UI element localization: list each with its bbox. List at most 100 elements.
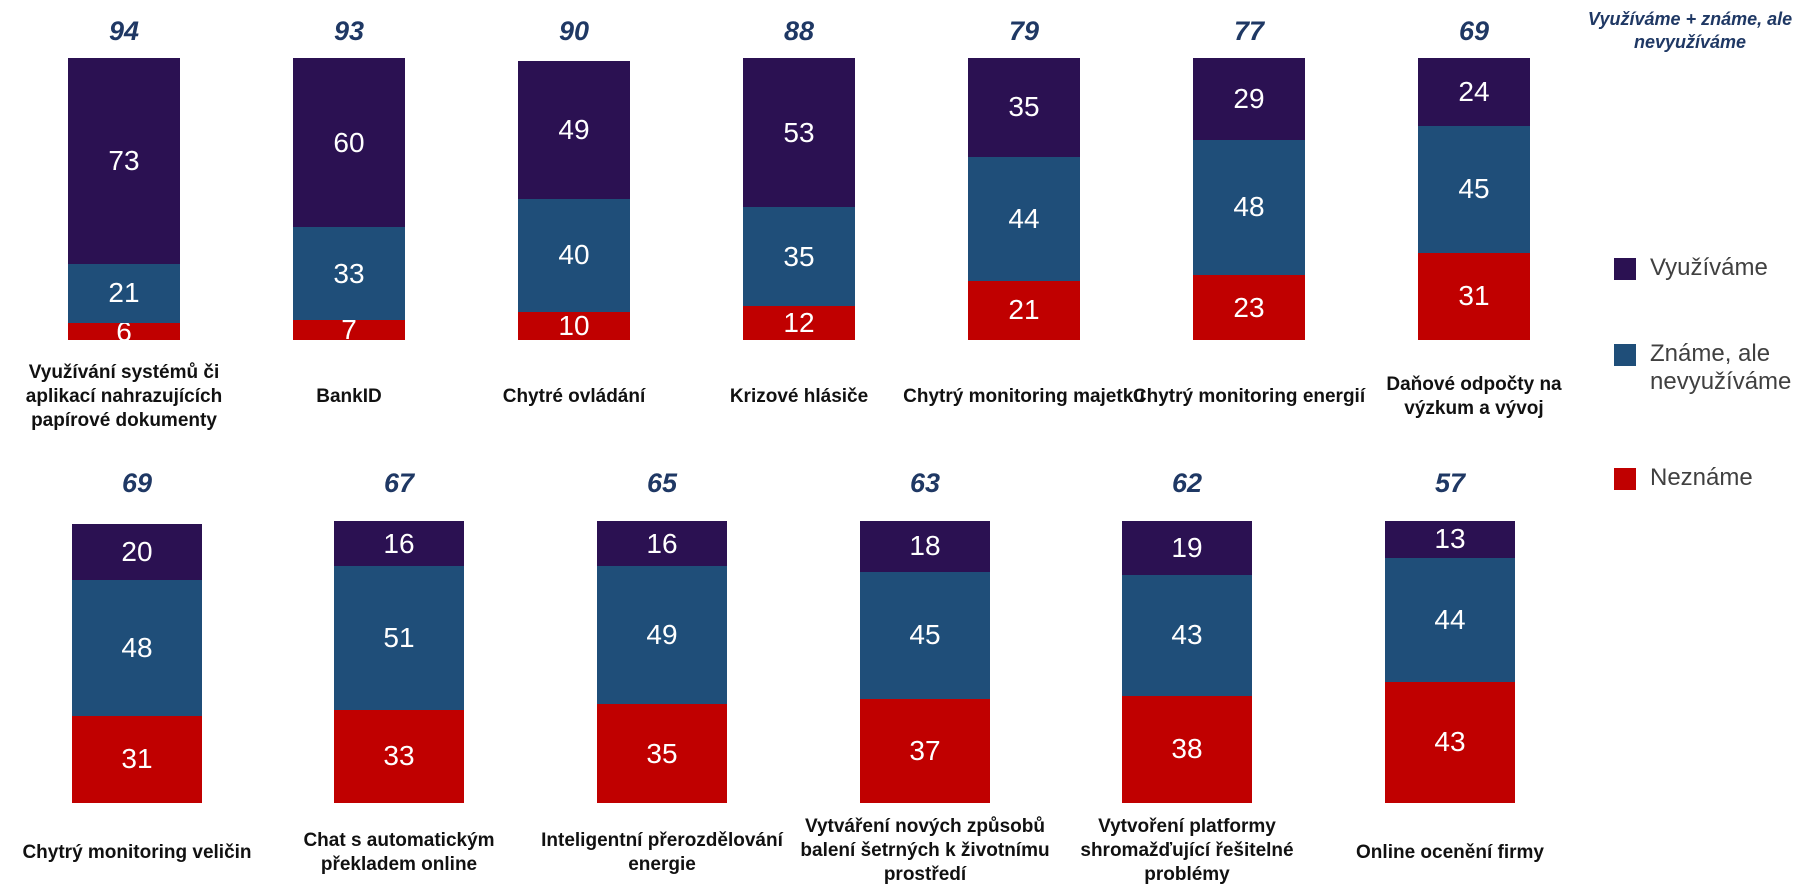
bar-segment-value: 43: [1171, 619, 1203, 651]
legend-label-known: Známe, ale nevyužíváme: [1650, 340, 1792, 395]
bar-segment-value: 48: [121, 631, 153, 663]
bar-segment-value: 20: [121, 536, 153, 567]
bar-segment-known: 48: [1193, 139, 1305, 276]
bar-total-label: 88: [783, 16, 815, 46]
bar-segment-unknown: 10: [518, 309, 630, 341]
bar-segment-known: 43: [1122, 574, 1252, 696]
bar-segment-unknown: 7: [293, 314, 405, 345]
bar-segment-value: 31: [1458, 280, 1490, 312]
bar-segment-used: 53: [743, 58, 855, 208]
bar-segment-unknown: 21: [968, 280, 1080, 340]
bar-segment-value: 60: [333, 126, 365, 158]
bar-segment-used: 20: [72, 523, 202, 581]
bar-segment-used: 60: [293, 58, 405, 228]
bar-total-label: 65: [646, 468, 678, 498]
bar-segment-known: 51: [334, 566, 464, 710]
bar-segment-value: 19: [1171, 531, 1203, 563]
bar-segment-known: 33: [293, 227, 405, 321]
bar-segment-unknown: 31: [1418, 252, 1530, 340]
bar-segment-value: 7: [341, 314, 357, 346]
bar-segment-value: 48: [1233, 191, 1265, 223]
bar-segment-value: 12: [783, 307, 815, 339]
bar-segment-known: 35: [743, 207, 855, 307]
legend-label-unknown: Neznáme: [1650, 464, 1753, 491]
category-label: Využívání systémů či aplikací nahrazujíc…: [25, 362, 223, 431]
legend-item-unknown: Neznáme: [1614, 464, 1810, 492]
bar-segment-value: 18: [909, 530, 941, 562]
bar-total-label: 63: [909, 468, 941, 498]
bar-segment-value: 10: [558, 309, 590, 341]
bar-segment-value: 35: [1008, 91, 1040, 123]
category-label: Chytré ovládání: [502, 386, 646, 407]
bar-segment-known: 21: [68, 263, 180, 324]
bar-segment-used: 29: [1193, 58, 1305, 140]
bar-segment-used: 16: [334, 521, 464, 567]
bar-total-label: 94: [108, 16, 140, 46]
bar-segment-known: 49: [597, 566, 727, 705]
bar-segment-used: 16: [597, 521, 727, 567]
bar-segment-used: 24: [1418, 58, 1530, 126]
bar-segment-unknown: 31: [72, 715, 202, 803]
bar-segment-unknown: 35: [597, 704, 727, 803]
bar-segment-unknown: 37: [860, 698, 990, 803]
bar-total-label: 79: [1008, 16, 1040, 46]
bar-segment-known: 40: [518, 199, 630, 312]
category-label: Vytváření nových způsobů balení šetrných…: [800, 816, 1050, 885]
bar-segment-value: 29: [1233, 82, 1265, 114]
bar-segment-value: 37: [909, 734, 941, 766]
bar-segment-used: 19: [1122, 521, 1252, 575]
bar-total-label: 62: [1171, 468, 1203, 498]
bar-segment-used: 49: [518, 60, 630, 199]
bar-total-label: 93: [333, 16, 365, 46]
bar-segment-value: 33: [383, 740, 415, 772]
bar-segment-used: 18: [860, 521, 990, 572]
bar-segment-value: 44: [1434, 603, 1466, 635]
bar-segment-value: 33: [333, 257, 365, 289]
bar-segment-used: 13: [1385, 521, 1515, 558]
bar-segment-value: 53: [783, 116, 815, 148]
legend-label-used: Využíváme: [1650, 254, 1768, 281]
legend-header: Využíváme + známe, ale nevyužíváme: [1587, 9, 1793, 52]
bar-segment-value: 24: [1458, 75, 1490, 107]
category-label: Chat s automatickým překladem online: [303, 830, 495, 875]
bar-total-label: 77: [1233, 16, 1265, 46]
bar-segment-value: 49: [558, 113, 590, 145]
bar-segment-value: 16: [383, 527, 415, 559]
bar-segment-value: 16: [646, 527, 678, 559]
bar-segment-value: 21: [108, 277, 140, 309]
bar-segment-value: 44: [1008, 202, 1040, 234]
bar-segment-value: 38: [1171, 733, 1203, 765]
bar-segment-value: 21: [1008, 294, 1040, 326]
bar-segment-value: 73: [108, 144, 140, 176]
bar-segment-value: 40: [558, 239, 590, 271]
legend-item-known: Známe, ale nevyužíváme: [1614, 340, 1810, 396]
bar-segment-value: 35: [783, 240, 815, 272]
legend-item-used: Využíváme: [1614, 254, 1810, 282]
bar-segment-used: 35: [968, 58, 1080, 157]
bar-total-label: 69: [1458, 16, 1490, 46]
bar-total-label: 69: [121, 468, 153, 498]
bar-segment-known: 45: [860, 571, 990, 699]
bar-segment-known: 44: [1385, 557, 1515, 682]
bar-segment-value: 43: [1434, 726, 1466, 758]
bar-segment-known: 44: [968, 156, 1080, 281]
category-label: Krizové hlásiče: [729, 386, 869, 407]
category-label: Chytrý monitoring veličin: [22, 842, 252, 863]
bar-total-label: 57: [1434, 468, 1466, 498]
bar-total-label: 90: [558, 16, 590, 46]
bar-segment-known: 48: [72, 580, 202, 716]
category-label: Chytrý monitoring energií: [1132, 386, 1366, 407]
bar-segment-value: 51: [383, 622, 415, 654]
bar-segment-unknown: 6: [68, 316, 180, 347]
bar-segment-value: 45: [909, 619, 941, 651]
category-label: Inteligentní přerozdělování energie: [541, 830, 783, 875]
bar-segment-unknown: 12: [743, 306, 855, 340]
bar-segment-known: 45: [1418, 125, 1530, 253]
bar-segment-value: 23: [1233, 291, 1265, 323]
bar-segment-value: 13: [1434, 523, 1466, 555]
bar-segment-unknown: 23: [1193, 275, 1305, 340]
category-label: Chytrý monitoring majetku: [903, 386, 1145, 407]
bar-segment-value: 45: [1458, 173, 1490, 205]
legend-swatch-used: [1614, 258, 1636, 280]
